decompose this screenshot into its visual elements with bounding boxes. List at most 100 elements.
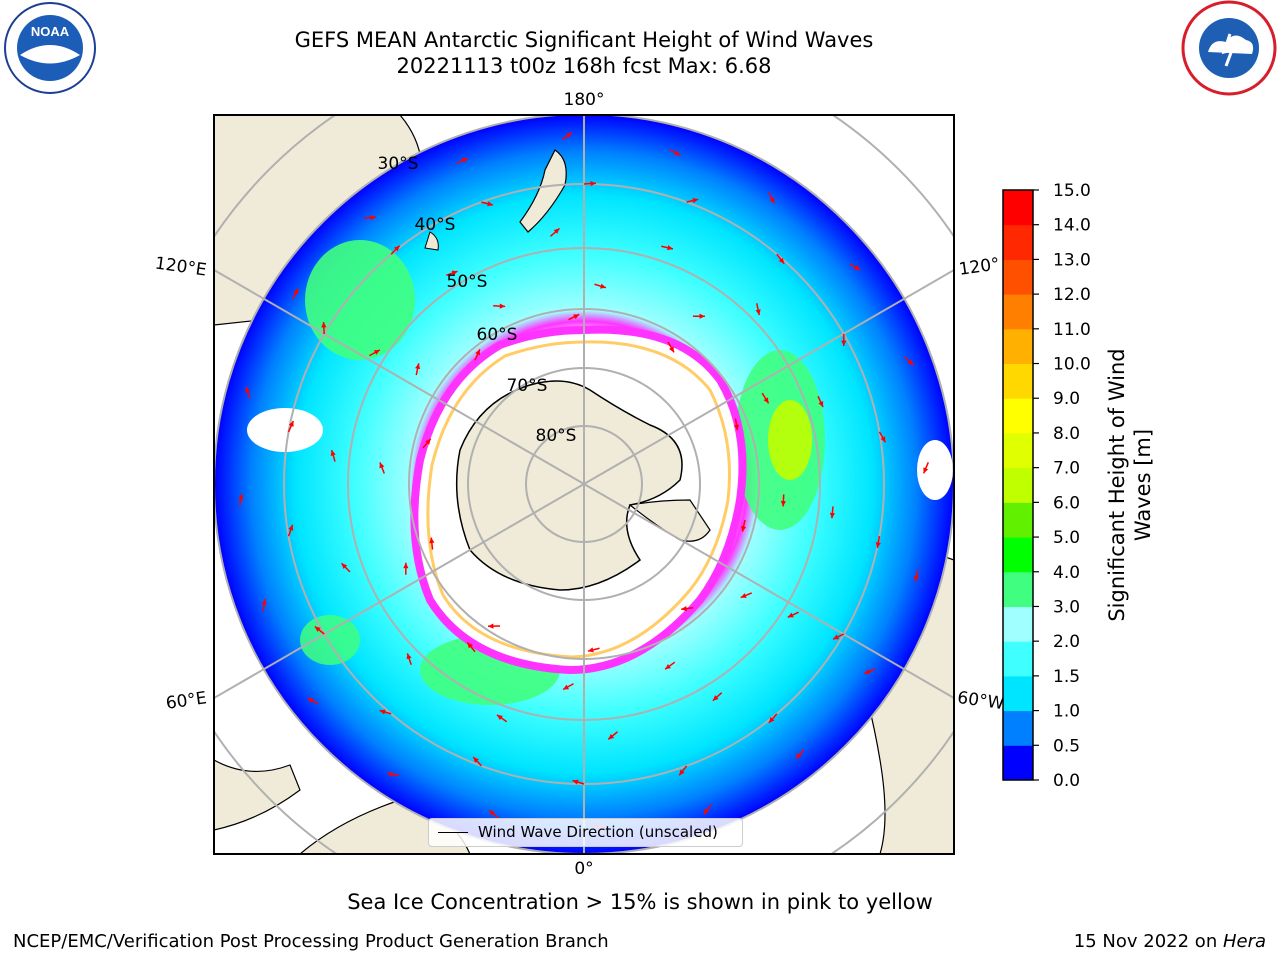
- wind-wave-arrowhead: [681, 606, 687, 612]
- colorbar-tick-label: 14.0: [1053, 216, 1091, 236]
- madagascar-land: [214, 759, 301, 831]
- date-text: 15 Nov 2022 on: [1073, 931, 1223, 952]
- colorbar-label-line2: Waves [m]: [1131, 429, 1155, 541]
- wind-wave-arrowhead: [667, 245, 673, 251]
- colorbar-tick-label: 10.0: [1053, 355, 1091, 375]
- wind-wave-arrowhead: [880, 436, 886, 443]
- wind-wave-arrowhead: [321, 322, 327, 328]
- colorbar: 0.0 0.5 1.0 1.5 2.0 3.0 4.0 5.0 6.0 7.0 8.0 9.0 10.0…: [1002, 181, 1091, 791]
- colorbar-segment: [1003, 467, 1033, 503]
- colorbar-label-line1: Significant Height of Wind: [1105, 348, 1129, 621]
- wind-wave-arrowhead: [703, 808, 710, 815]
- wind-wave-arrows: [238, 131, 930, 830]
- wave-patch-indian-south: [300, 615, 360, 665]
- colorbar-tick-label: 7.0: [1053, 459, 1080, 479]
- lon-label-60e: 60°E: [165, 688, 208, 713]
- map-legend: Wind Wave Direction (unscaled): [428, 818, 743, 847]
- wind-wave-arrowhead: [573, 314, 580, 320]
- wind-wave-arrowhead: [563, 684, 570, 690]
- wind-wave-arrowhead: [875, 542, 881, 548]
- wind-wave-arrowhead: [425, 438, 431, 445]
- wind-wave-arrowhead: [499, 303, 506, 309]
- colorbar-segment: [1003, 710, 1033, 746]
- wind-wave-arrowhead: [238, 493, 244, 500]
- lon-label-180: 180°: [564, 90, 605, 110]
- wind-wave-arrowhead: [379, 462, 385, 469]
- wind-wave-arrowhead: [741, 525, 747, 532]
- wind-wave-arrowhead: [600, 283, 606, 289]
- wind-wave-arrowhead: [733, 424, 740, 431]
- legend-label: Wind Wave Direction (unscaled): [478, 823, 718, 841]
- wind-wave-arrowhead: [787, 612, 794, 618]
- tasmania-land: [424, 231, 439, 251]
- missing-data-patch-east: [917, 440, 953, 500]
- wind-wave-arrowhead: [833, 634, 840, 640]
- wind-wave-arrowhead: [489, 810, 496, 816]
- colorbar-tick-label: 1.5: [1053, 667, 1080, 687]
- wind-wave-arrowhead: [461, 158, 468, 163]
- wind-wave-arrowhead: [778, 257, 785, 264]
- wind-wave-arrowhead: [699, 313, 705, 319]
- wind-wave-arrowhead: [907, 359, 914, 366]
- machine-name: Hera: [1222, 931, 1266, 952]
- lon-label-120e: 120°E: [154, 254, 208, 281]
- antarctica-land: [455, 380, 683, 591]
- wind-wave-arrowhead: [566, 132, 572, 138]
- chart-title: GEFS MEAN Antarctic Significant Height o…: [294, 28, 874, 52]
- colorbar-segment: [1003, 537, 1033, 573]
- wind-wave-arrowhead: [387, 771, 393, 777]
- sea-ice-caption: Sea Ice Concentration > 15% is shown in …: [347, 890, 933, 914]
- colorbar-segment: [1003, 259, 1033, 295]
- colorbar-tick-label: 2.0: [1053, 632, 1080, 652]
- wind-wave-arrowhead: [403, 562, 409, 569]
- colorbar-tick-label: 0.0: [1053, 771, 1080, 791]
- wind-wave-arrowhead: [780, 500, 786, 507]
- colorbar-tick-label: 11.0: [1053, 320, 1091, 340]
- noaa-logo-text: NOAA: [31, 24, 70, 39]
- colorbar-segment: [1003, 328, 1033, 365]
- colorbar-segment: [1003, 190, 1033, 226]
- wind-wave-arrowhead: [829, 512, 836, 519]
- map-panel: [214, 115, 954, 854]
- wind-wave-arrowhead: [307, 698, 314, 703]
- lat-label-60s: 60°S: [477, 325, 518, 345]
- wind-wave-arrowhead: [795, 753, 802, 759]
- colorbar-tick-label: 0.5: [1053, 736, 1080, 756]
- wind-wave-arrowhead: [712, 695, 719, 701]
- wind-wave-arrowhead: [769, 197, 775, 204]
- wind-wave-arrowhead: [692, 198, 699, 204]
- legend-line-sample: [438, 832, 468, 833]
- lat-label-80s: 80°S: [536, 426, 577, 446]
- colorbar-tick-label: 9.0: [1053, 389, 1080, 409]
- wind-wave-arrowhead: [913, 575, 920, 582]
- colorbar-segment: [1003, 502, 1033, 538]
- colorbar-segment: [1003, 398, 1033, 434]
- colorbar-segment: [1003, 224, 1033, 260]
- map-frame: [213, 114, 955, 855]
- colorbar-segment: [1003, 294, 1033, 330]
- colorbar-segment: [1003, 432, 1033, 469]
- wind-wave-arrowhead: [496, 714, 503, 721]
- wind-wave-arrowhead: [665, 663, 671, 670]
- colorbar-tick-label: 8.0: [1053, 424, 1080, 444]
- lat-label-70s: 70°S: [507, 376, 548, 396]
- new-zealand-land: [519, 149, 567, 233]
- colorbar-tick-label: 15.0: [1053, 181, 1091, 201]
- lon-label-0: 0°: [574, 859, 593, 879]
- date-stamp: 15 Nov 2022 on Hera: [1074, 931, 1266, 952]
- colorbar-tick-label: 5.0: [1053, 528, 1080, 548]
- wave-patch-max: [768, 400, 812, 480]
- colorbar-segment: [1003, 363, 1033, 399]
- wind-wave-arrowhead: [370, 214, 377, 221]
- wind-wave-arrowhead: [245, 386, 251, 393]
- wind-wave-arrowhead: [572, 779, 579, 785]
- wind-wave-arrowhead: [740, 593, 747, 598]
- nws-logo: [1181, 0, 1277, 96]
- colorbar-segment: [1003, 675, 1033, 712]
- lat-label-50s: 50°S: [447, 272, 488, 292]
- wind-wave-arrowhead: [415, 363, 421, 370]
- missing-data-patch-west: [247, 408, 323, 452]
- noaa-logo: NOAA: [4, 2, 96, 94]
- wind-wave-arrowhead: [379, 709, 386, 715]
